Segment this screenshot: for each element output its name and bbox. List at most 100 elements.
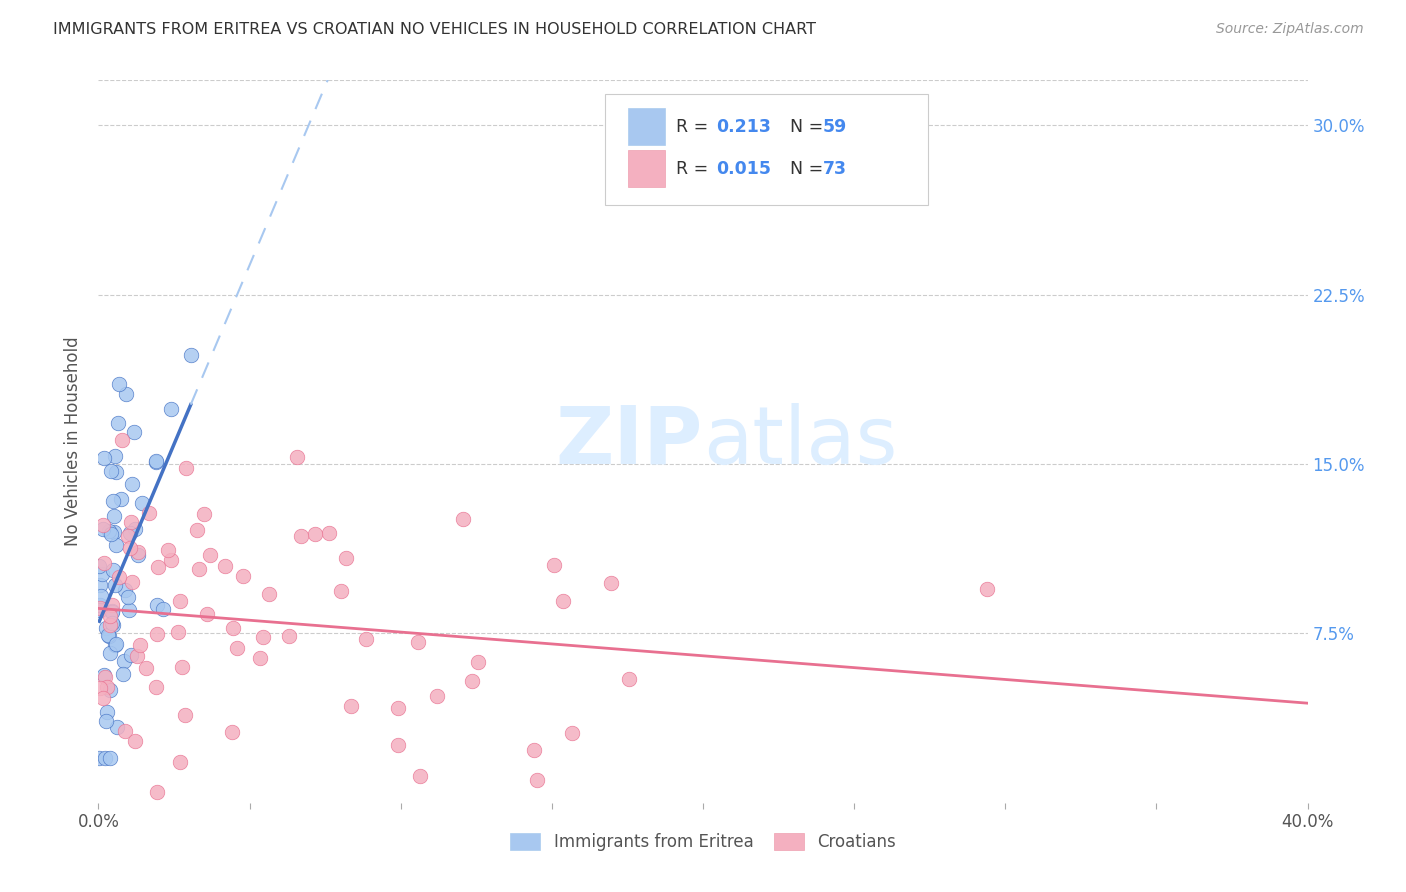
Point: [127, 548, 149, 562]
Point: [146, 627, 169, 641]
Point: [146, 784, 169, 798]
Point: [304, 527, 326, 541]
Point: [101, 598, 124, 612]
Point: [976, 582, 998, 596]
Point: [198, 548, 221, 562]
Point: [120, 515, 142, 529]
Point: [100, 606, 122, 620]
Point: [120, 648, 142, 662]
Point: [135, 661, 157, 675]
Point: [426, 689, 449, 703]
Point: [617, 672, 640, 686]
Point: [170, 659, 193, 673]
Point: [226, 641, 249, 656]
Point: [387, 701, 409, 715]
Point: [89, 750, 111, 764]
Point: [112, 654, 135, 668]
Point: [97, 524, 120, 538]
Text: R =: R =: [676, 160, 714, 178]
Point: [174, 461, 197, 475]
Point: [169, 594, 191, 608]
Point: [124, 522, 146, 536]
Point: [103, 524, 125, 539]
Point: [160, 553, 183, 567]
Point: [96, 628, 118, 642]
Point: [101, 615, 124, 630]
Point: [222, 621, 245, 635]
Point: [96, 681, 118, 695]
Point: [138, 506, 160, 520]
Point: [117, 591, 139, 605]
Point: [285, 450, 308, 465]
Point: [127, 545, 149, 559]
Point: [94, 621, 117, 635]
Point: [105, 465, 128, 479]
Point: [290, 529, 312, 543]
Text: 0.213: 0.213: [716, 118, 770, 136]
Point: [335, 551, 357, 566]
Point: [252, 630, 274, 644]
Point: [114, 724, 136, 739]
Y-axis label: No Vehicles in Household: No Vehicles in Household: [65, 336, 83, 547]
Point: [96, 714, 118, 728]
Point: [156, 542, 179, 557]
Point: [387, 738, 409, 752]
Point: [101, 604, 124, 618]
Point: [98, 608, 121, 623]
Point: [409, 768, 432, 782]
Text: 59: 59: [823, 118, 846, 136]
Text: atlas: atlas: [703, 402, 897, 481]
Point: [148, 560, 170, 574]
Point: [599, 575, 621, 590]
Point: [90, 589, 112, 603]
Point: [526, 772, 548, 787]
Point: [90, 566, 112, 581]
Point: [232, 569, 254, 583]
Point: [105, 537, 128, 551]
Point: [249, 651, 271, 665]
Point: [94, 670, 117, 684]
Point: [111, 667, 134, 681]
Point: [110, 491, 132, 506]
Point: [193, 507, 215, 521]
Point: [101, 618, 124, 632]
Point: [108, 376, 131, 391]
Point: [451, 511, 474, 525]
Point: [89, 603, 111, 617]
Point: [120, 541, 142, 555]
Point: [129, 638, 152, 652]
Point: [118, 603, 141, 617]
Point: [329, 584, 352, 599]
Point: [91, 691, 114, 706]
Point: [98, 750, 121, 764]
Point: [214, 559, 236, 574]
Point: [152, 601, 174, 615]
Point: [91, 517, 114, 532]
Point: [104, 638, 127, 652]
Point: [121, 477, 143, 491]
Text: R =: R =: [676, 118, 714, 136]
Point: [96, 705, 118, 719]
Point: [98, 682, 121, 697]
Point: [111, 434, 134, 448]
Point: [89, 578, 111, 592]
Point: [98, 646, 121, 660]
Point: [89, 600, 111, 615]
Text: 73: 73: [823, 160, 846, 178]
Point: [108, 570, 131, 584]
Point: [105, 637, 128, 651]
Text: ZIP: ZIP: [555, 402, 703, 481]
Point: [354, 632, 377, 646]
Point: [277, 629, 299, 643]
Point: [103, 508, 125, 523]
Point: [91, 522, 114, 536]
Point: [461, 673, 484, 688]
Point: [121, 575, 143, 590]
Point: [188, 562, 211, 576]
Point: [107, 416, 129, 430]
Point: [127, 648, 149, 663]
Point: [180, 348, 202, 362]
Point: [467, 655, 489, 669]
Point: [340, 698, 363, 713]
Point: [89, 559, 111, 574]
